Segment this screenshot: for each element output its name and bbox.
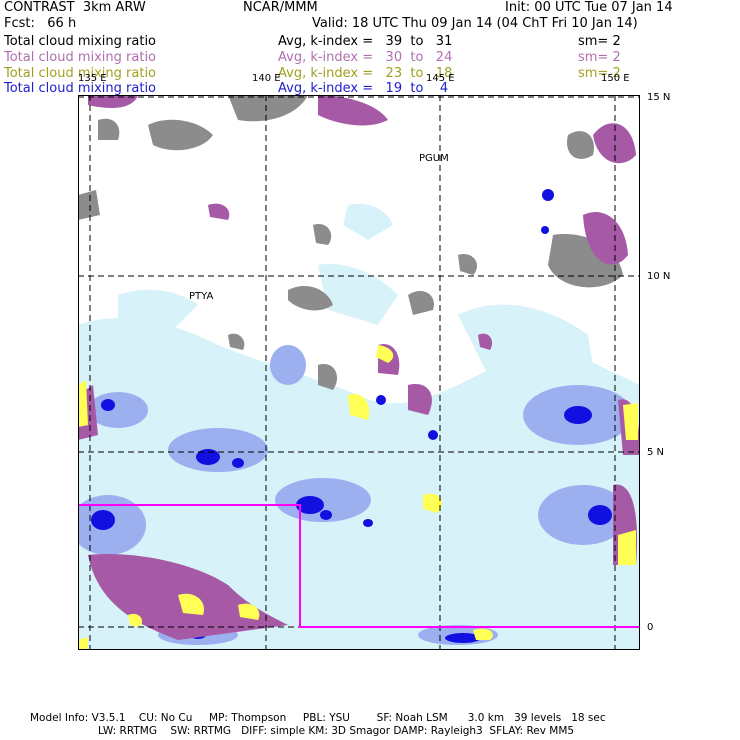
field-range-3: Avg, k-index = 23 to 18	[278, 66, 453, 81]
cloud-layer-yellow	[78, 345, 638, 650]
lat-label-5n: 5 N	[647, 447, 665, 458]
lon-label-135e: 135 E	[78, 73, 107, 84]
field-name-4: Total cloud mixing ratio	[4, 81, 157, 96]
field-name-3: Total cloud mixing ratio	[4, 66, 157, 81]
field-sm-2: sm= 2	[578, 50, 621, 65]
lat-label-15n: 15 N	[647, 92, 671, 103]
lat-label-0: 0	[647, 622, 654, 633]
forecast-hour: Fcst: 66 h	[4, 16, 77, 31]
init-time: Init: 00 UTC Tue 07 Jan 14	[505, 0, 673, 15]
valid-time: Valid: 18 UTC Thu 09 Jan 14 (04 ChT Fri …	[312, 16, 638, 31]
cloud-layer-light-blue	[78, 203, 640, 650]
field-range-1: Avg, k-index = 39 to 31	[278, 34, 453, 49]
lon-label-140e: 140 E	[252, 73, 281, 84]
station-label-pgum: PGUM	[419, 153, 449, 164]
map-border	[78, 95, 640, 650]
lon-label-150e: 150 E	[601, 73, 630, 84]
field-name-2: Total cloud mixing ratio	[4, 50, 157, 65]
model-info-line-2: LW: RRTMG SW: RRTMG DIFF: simple KM: 3D …	[98, 725, 575, 737]
field-range-4: Avg, k-index = 19 to 4	[278, 81, 449, 96]
field-range-2: Avg, k-index = 30 to 24	[278, 50, 453, 65]
field-sm-1: sm= 2	[578, 34, 621, 49]
center-label: NCAR/MMM	[243, 0, 318, 15]
model-title: CONTRAST 3km ARW	[4, 0, 146, 15]
model-info-line-1: Model Info: V3.5.1 CU: No Cu MP: Thompso…	[30, 712, 606, 724]
lat-label-10n: 10 N	[647, 271, 671, 282]
field-name-1: Total cloud mixing ratio	[4, 34, 157, 49]
lon-label-145e: 145 E	[426, 73, 455, 84]
cloud-map	[78, 95, 640, 650]
nested-domain-box	[78, 504, 640, 628]
cloud-layer-dark-blue	[91, 189, 612, 643]
cloud-layer-grey	[78, 95, 623, 390]
field-sm-3: sm= 2	[578, 66, 621, 81]
station-label-ptya: PTYA	[189, 291, 214, 302]
